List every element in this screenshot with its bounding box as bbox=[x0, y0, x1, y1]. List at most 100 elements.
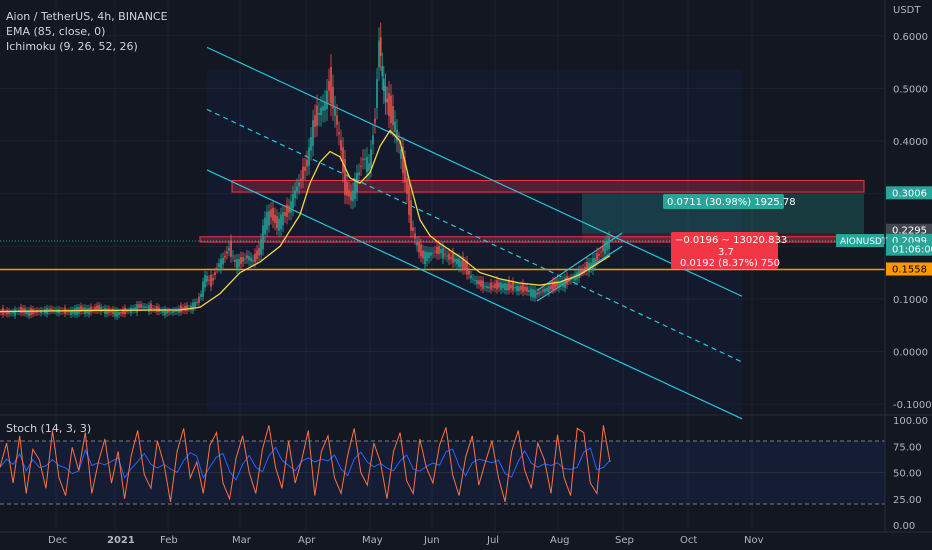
stoch-legend[interactable]: Stoch (14, 3, 3) bbox=[6, 422, 92, 435]
candle-body bbox=[420, 244, 422, 257]
candle-body bbox=[412, 227, 414, 231]
candle-body bbox=[176, 309, 178, 312]
candle-body bbox=[96, 305, 98, 311]
candle-body bbox=[482, 280, 484, 289]
ema-legend[interactable]: EMA (85, close, 0) bbox=[6, 25, 106, 38]
candle-body bbox=[334, 107, 336, 116]
candle-body bbox=[6, 310, 8, 315]
candle-body bbox=[8, 311, 10, 315]
candle-body bbox=[578, 270, 580, 279]
candle-body bbox=[502, 283, 504, 289]
candle-body bbox=[228, 247, 230, 251]
candle-body bbox=[202, 281, 204, 297]
candle-body bbox=[166, 310, 168, 314]
candle-body bbox=[362, 158, 364, 160]
candle-body bbox=[22, 308, 24, 313]
candle-body bbox=[406, 177, 408, 194]
price-badge-bg bbox=[886, 242, 932, 256]
candle-body bbox=[216, 267, 218, 269]
candle-body bbox=[566, 276, 568, 285]
candle-body bbox=[570, 278, 572, 280]
candle-body bbox=[40, 310, 42, 314]
candle-body bbox=[346, 181, 348, 196]
candle-body bbox=[120, 311, 122, 314]
candle-body bbox=[383, 78, 385, 92]
candle-body bbox=[602, 245, 604, 252]
candle-body bbox=[604, 242, 606, 254]
stoch-tick-label: 50.00 bbox=[893, 469, 922, 480]
candle-body bbox=[192, 302, 194, 311]
candle-body bbox=[456, 258, 458, 265]
channel-upper-line bbox=[206, 46, 743, 297]
candle-body bbox=[222, 257, 224, 265]
stop-label-line3: 0.0192 (8.37%) 750 bbox=[680, 258, 780, 269]
candle-body bbox=[28, 310, 30, 316]
ichimoku-legend[interactable]: Ichimoku (9, 26, 52, 26) bbox=[6, 40, 138, 53]
candle-body bbox=[480, 280, 482, 287]
candle-body bbox=[598, 253, 600, 256]
candle-body bbox=[240, 256, 242, 264]
candle-body bbox=[454, 258, 456, 262]
candle-body bbox=[452, 253, 454, 263]
price-badge: 0.2295 bbox=[892, 226, 927, 237]
candle-body bbox=[466, 260, 468, 275]
candle-body bbox=[310, 137, 312, 151]
resistance-zone-1 bbox=[231, 179, 865, 193]
candle-body bbox=[414, 233, 416, 239]
candle-body bbox=[264, 217, 266, 235]
candle-body bbox=[550, 285, 552, 290]
candle-body bbox=[408, 184, 410, 215]
candle-body bbox=[568, 280, 570, 281]
candle-body bbox=[356, 173, 358, 193]
candle-body bbox=[280, 214, 282, 230]
candle-body bbox=[236, 258, 238, 269]
candle-body bbox=[400, 149, 402, 159]
ema-line bbox=[0, 129, 611, 313]
candle-body bbox=[426, 251, 428, 262]
symbol-title[interactable]: Aion / TetherUS, 4h, BINANCE bbox=[6, 10, 168, 23]
candle-body bbox=[500, 282, 502, 290]
candle-body bbox=[278, 218, 280, 231]
candle-body bbox=[300, 178, 302, 181]
candle-body bbox=[110, 310, 112, 313]
candle-body bbox=[518, 286, 520, 292]
candle-body bbox=[472, 278, 474, 280]
candle-body bbox=[172, 310, 174, 313]
candle-body bbox=[344, 159, 346, 195]
candle-body bbox=[366, 156, 368, 173]
candle-body bbox=[184, 306, 186, 311]
candle-body bbox=[168, 310, 170, 313]
x-tick-label: Apr bbox=[298, 535, 316, 546]
currency-unit-label[interactable]: USDT bbox=[893, 5, 921, 16]
price-badge-bg bbox=[886, 223, 932, 237]
candle-body bbox=[210, 274, 212, 287]
x-tick-label: Sep bbox=[615, 535, 634, 546]
candle-body bbox=[478, 280, 480, 285]
candle-body bbox=[12, 311, 14, 314]
candle-body bbox=[338, 132, 340, 135]
candle-body bbox=[340, 140, 342, 151]
candle-body bbox=[136, 304, 138, 313]
profit-label-bg bbox=[663, 194, 784, 209]
candle-body bbox=[94, 307, 96, 311]
candle-body bbox=[92, 309, 94, 311]
candle-body bbox=[496, 280, 498, 290]
candle-body bbox=[376, 79, 378, 108]
candle-body bbox=[282, 211, 284, 226]
candle-body bbox=[274, 214, 276, 224]
candle-body bbox=[20, 306, 22, 313]
candle-body bbox=[206, 275, 208, 282]
candle-body bbox=[492, 285, 494, 288]
candle-body bbox=[330, 66, 332, 104]
candle-body bbox=[388, 93, 390, 117]
candle-body bbox=[262, 225, 264, 250]
candle-body bbox=[250, 257, 252, 262]
candle-body bbox=[276, 216, 278, 229]
candle-body bbox=[504, 283, 506, 291]
x-tick-label: May bbox=[362, 535, 383, 546]
candle-body bbox=[318, 113, 320, 115]
stop-label-line1: −0.0196 ~ 13020.833 bbox=[675, 235, 787, 246]
candle-body bbox=[126, 311, 128, 312]
candle-body bbox=[258, 247, 260, 256]
